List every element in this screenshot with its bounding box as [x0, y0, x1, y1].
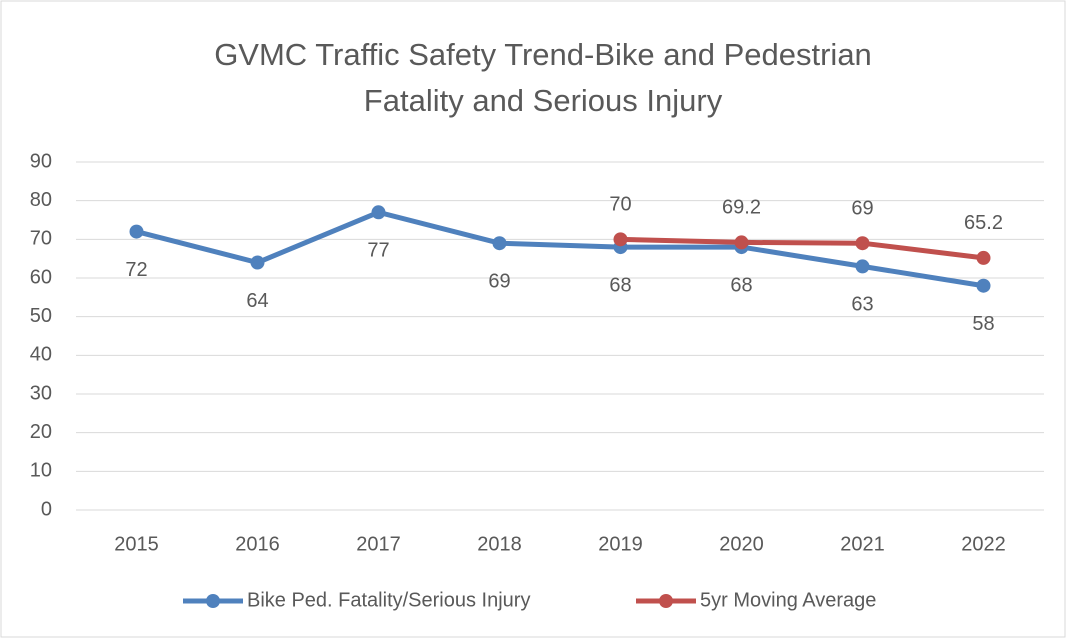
y-tick-label: 70: [30, 228, 52, 250]
point: [976, 250, 991, 265]
point: [855, 236, 870, 251]
y-tick-label: 30: [30, 382, 52, 404]
data-label: 58: [972, 313, 994, 335]
series-line: [620, 236, 984, 261]
chart-title: Fatality and Serious Injury: [364, 83, 723, 118]
data-label: 68: [609, 274, 631, 296]
point: [976, 278, 991, 293]
x-tick-label: 2022: [961, 533, 1006, 555]
x-tick-label: 2020: [719, 533, 764, 555]
legend-label: 5yr Moving Average: [700, 589, 876, 611]
x-tick-label: 2015: [114, 533, 159, 555]
series-line: [135, 209, 984, 289]
data-label: 70: [609, 194, 631, 216]
legend-label: Bike Ped. Fatality/Serious Injury: [247, 589, 530, 611]
x-tick-label: 2017: [356, 533, 401, 555]
legend-marker: [206, 594, 220, 608]
y-tick-label: 90: [30, 150, 52, 172]
data-label: 69.2: [722, 197, 761, 219]
data-label: 68: [730, 274, 752, 296]
x-tick-label: 2019: [598, 533, 643, 555]
data-label: 65.2: [964, 212, 1003, 234]
data-label: 69: [851, 197, 873, 219]
data-label: 72: [125, 259, 147, 281]
y-tick-label: 20: [30, 421, 52, 443]
point: [855, 259, 870, 274]
legend-marker: [659, 594, 673, 608]
y-tick-label: 60: [30, 266, 52, 288]
data-label: 69: [488, 270, 510, 292]
point: [250, 255, 265, 270]
point: [129, 224, 144, 239]
data-label: 77: [367, 240, 389, 262]
y-tick-label: 40: [30, 344, 52, 366]
x-tick-label: 2021: [840, 533, 885, 555]
data-label: 64: [246, 290, 268, 312]
point: [734, 235, 749, 250]
x-tick-label: 2016: [235, 533, 280, 555]
y-tick-label: 80: [30, 189, 52, 211]
chart-title: GVMC Traffic Safety Trend-Bike and Pedes…: [214, 37, 872, 72]
y-tick-label: 50: [30, 305, 52, 327]
point: [613, 232, 628, 247]
data-label: 63: [851, 294, 873, 316]
point: [371, 205, 386, 220]
x-tick-label: 2018: [477, 533, 522, 555]
y-tick-label: 0: [41, 498, 52, 520]
y-tick-label: 10: [30, 460, 52, 482]
point: [492, 236, 507, 251]
